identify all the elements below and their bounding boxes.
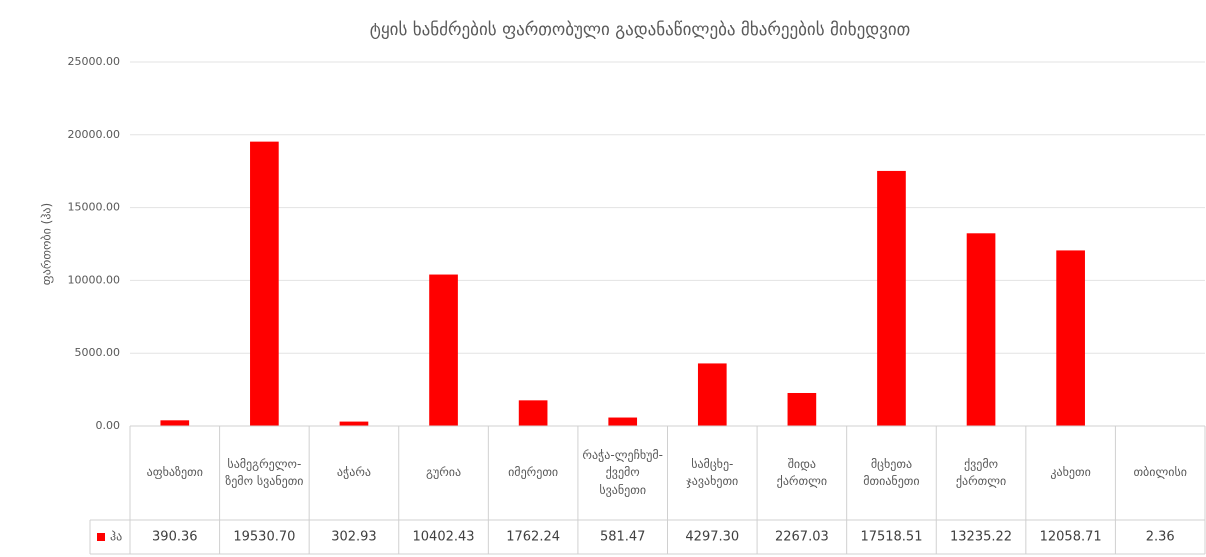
category-label-box: გურია — [425, 465, 462, 480]
category-label: სამეგრელო-ზემო სვანეთი — [225, 456, 304, 488]
bar — [697, 363, 727, 426]
category-label: თბილისი — [1133, 465, 1187, 480]
data-label: 1762.24 — [506, 530, 560, 545]
bar — [339, 421, 369, 426]
y-axis-label: ფართობი (ჰა) — [40, 203, 54, 285]
category-label-box: თბილისი — [1133, 465, 1187, 480]
y-tick-label: 15000.00 — [68, 201, 121, 214]
category-label: ქვემო ქართლი — [955, 456, 1007, 488]
category-label: გურია — [425, 465, 462, 480]
data-label: 581.47 — [600, 530, 646, 545]
bar — [877, 170, 906, 426]
category-label-box: სამცხე-ჯავახეთი — [686, 456, 739, 488]
data-label: 19530.70 — [233, 530, 295, 545]
bar — [1056, 250, 1085, 426]
data-label: 4297.30 — [685, 530, 739, 545]
category-label-box: აფხაზეთი — [146, 465, 203, 480]
category-label: აფხაზეთი — [146, 465, 203, 480]
data-label: 13235.22 — [950, 530, 1012, 545]
bar — [429, 274, 458, 426]
category-label: სამცხე-ჯავახეთი — [686, 456, 739, 488]
data-label: 10402.43 — [413, 530, 475, 545]
category-label-box: სამეგრელო-ზემო სვანეთი — [225, 456, 304, 488]
category-label-box: ქვემო ქართლი — [955, 456, 1007, 488]
category-label-box: აჭარა — [336, 465, 371, 480]
y-tick-label: 5000.00 — [75, 346, 121, 359]
category-label: მცხეთა მთიანეთი — [863, 456, 920, 488]
bar — [160, 420, 190, 426]
category-label: კახეთი — [1050, 465, 1091, 480]
bar — [966, 233, 996, 426]
bar — [518, 400, 548, 426]
category-label: შიდა ქართლი — [776, 456, 828, 488]
bar — [608, 417, 638, 426]
category-label-box: რაჭა-ლეჩხუმ-ქვემო სვანეთი — [582, 447, 663, 497]
category-label-box: კახეთი — [1050, 465, 1091, 480]
bar — [250, 141, 279, 427]
data-label: 12058.71 — [1040, 530, 1102, 545]
data-label: 390.36 — [152, 530, 198, 545]
y-tick-label: 0.00 — [96, 419, 121, 432]
category-label-box: მცხეთა მთიანეთი — [863, 456, 920, 488]
legend-key — [97, 533, 105, 541]
y-tick-label: 10000.00 — [68, 273, 121, 286]
category-label: იმერეთი — [508, 465, 559, 480]
category-label-box: შიდა ქართლი — [776, 456, 828, 488]
legend-label: ჰა — [110, 530, 122, 544]
bar — [787, 392, 817, 426]
category-label: რაჭა-ლეჩხუმ-ქვემო სვანეთი — [582, 447, 663, 497]
category-label: აჭარა — [336, 465, 371, 480]
chart-title: ტყის ხანძრების ფართობული გადანაწილება მხ… — [370, 20, 911, 40]
data-label: 2267.03 — [775, 530, 829, 545]
y-tick-label: 20000.00 — [68, 128, 121, 141]
data-label: 302.93 — [331, 530, 377, 545]
category-label-box: იმერეთი — [508, 465, 559, 480]
data-label: 2.36 — [1146, 530, 1175, 545]
y-tick-label: 25000.00 — [68, 55, 121, 68]
data-label: 17518.51 — [860, 530, 922, 545]
